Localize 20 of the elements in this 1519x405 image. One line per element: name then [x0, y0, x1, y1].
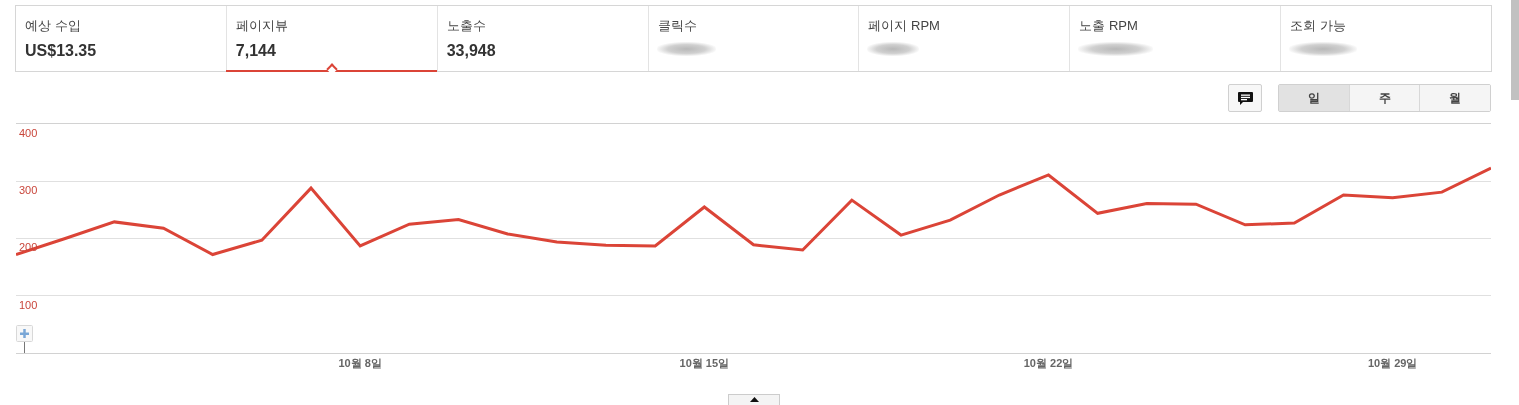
category-label: 클릭수	[657, 17, 697, 35]
y-tick-label: 400	[19, 126, 38, 139]
category-label: 노출 RPM	[1079, 17, 1138, 35]
x-tick-label: 10월 15일	[679, 357, 730, 370]
x-tick-label: 10월 22일	[1023, 357, 1074, 370]
category-label: 페이지 RPM	[868, 17, 940, 35]
category-label: 노출수	[446, 17, 486, 35]
text: 7,144	[235, 42, 276, 59]
category-label: 예상 수입	[25, 17, 81, 35]
category-label: 조회 가능	[1290, 17, 1346, 35]
y-tick-label: 300	[19, 184, 38, 197]
toggle-button: 월	[1419, 85, 1490, 111]
category-label: 페이지뷰	[235, 17, 288, 35]
y-tick-label: 100	[19, 298, 38, 311]
text: US$13.35	[25, 42, 97, 59]
x-tick-label: 10월 8일	[338, 357, 382, 370]
x-tick-label: 10월 29일	[1367, 357, 1418, 370]
toggle-button: 일	[1279, 85, 1349, 111]
text: 33,948	[446, 42, 496, 59]
toggle-button: 주	[1348, 85, 1420, 111]
